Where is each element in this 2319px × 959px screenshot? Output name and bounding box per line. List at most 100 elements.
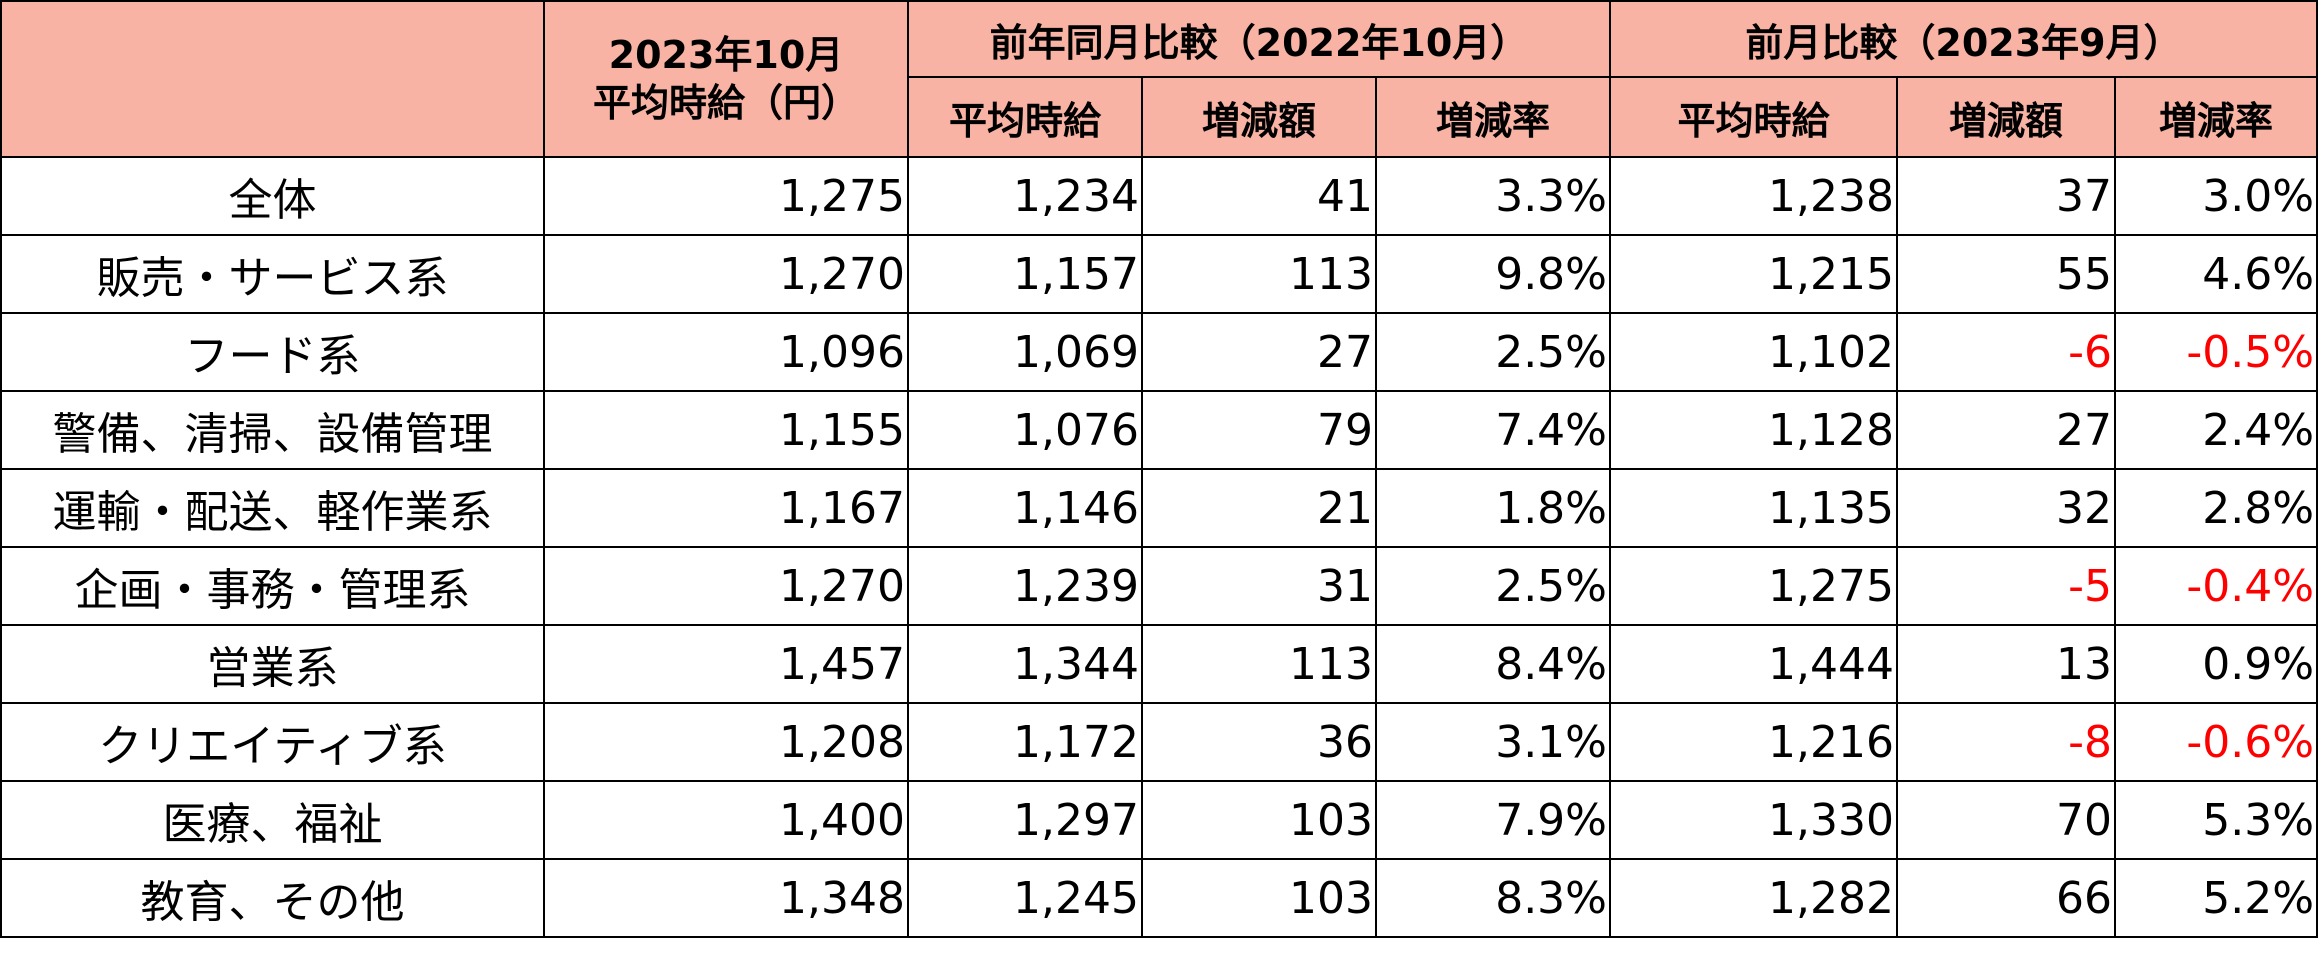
current-avg-cell: 1,096 — [543, 312, 909, 392]
current-month-header: 2023年10月 平均時給（円） — [543, 0, 909, 158]
mom-diff-cell: 27 — [1896, 390, 2116, 470]
yoy-group-header: 前年同月比較（2022年10月） — [907, 0, 1611, 78]
header-row-sub: 平均時給 増減額 増減率 平均時給 増減額 増減率 — [1, 76, 2319, 158]
current-avg-cell: 1,155 — [543, 390, 909, 470]
mom-avg-cell: 1,215 — [1609, 234, 1898, 314]
mom-diff-cell: 13 — [1896, 624, 2116, 704]
yoy-rate-cell: 7.4% — [1375, 390, 1611, 470]
mom-diff-cell: -6 — [1896, 312, 2116, 392]
yoy-rate-cell: 8.4% — [1375, 624, 1611, 704]
mom-avg-cell: 1,238 — [1609, 156, 1898, 236]
mom-group-header: 前月比較（2023年9月） — [1608, 0, 2319, 78]
table-header: 2023年10月 平均時給（円） 前年同月比較（2022年10月） 前月比較（20… — [0, 0, 2319, 158]
current-avg-cell: 1,270 — [543, 546, 909, 626]
mom-avg-cell: 1,330 — [1609, 780, 1898, 860]
yoy-rate-header: 増減率 — [1375, 76, 1611, 158]
yoy-diff-cell: 79 — [1141, 390, 1377, 470]
yoy-avg-cell: 1,245 — [907, 858, 1143, 938]
yoy-rate-cell: 8.3% — [1375, 858, 1611, 938]
mom-rate-header: 増減率 — [2113, 76, 2319, 158]
category-cell: 販売・サービス系 — [0, 234, 545, 314]
current-avg-cell: 1,348 — [543, 858, 909, 938]
yoy-diff-cell: 113 — [1141, 234, 1377, 314]
yoy-avg-header: 平均時給 — [907, 76, 1143, 158]
yoy-diff-cell: 31 — [1141, 546, 1377, 626]
table-row: 教育、その他 1,348 1,245 103 8.3% 1,282 66 5.2… — [0, 858, 2319, 938]
table-row: 医療、福祉 1,400 1,297 103 7.9% 1,330 70 5.3% — [0, 780, 2319, 860]
mom-diff-cell: -5 — [1896, 546, 2116, 626]
yoy-rate-cell: 2.5% — [1375, 546, 1611, 626]
table-row: 営業系 1,457 1,344 113 8.4% 1,444 13 0.9% — [0, 624, 2319, 704]
current-avg-cell: 1,457 — [543, 624, 909, 704]
yoy-avg-cell: 1,157 — [907, 234, 1143, 314]
mom-avg-cell: 1,275 — [1609, 546, 1898, 626]
header-row-top: 2023年10月 平均時給（円） 前年同月比較（2022年10月） 前月比較（20… — [0, 0, 2319, 158]
mom-avg-cell: 1,216 — [1609, 702, 1898, 782]
yoy-diff-cell: 103 — [1141, 858, 1377, 938]
mom-avg-cell: 1,102 — [1609, 312, 1898, 392]
yoy-avg-cell: 1,146 — [907, 468, 1143, 548]
yoy-diff-cell: 103 — [1141, 780, 1377, 860]
mom-avg-cell: 1,282 — [1609, 858, 1898, 938]
mom-rate-cell: 0.9% — [2113, 624, 2319, 704]
current-month-line2: 平均時給（円） — [592, 81, 859, 125]
table-row: 販売・サービス系 1,270 1,157 113 9.8% 1,215 55 4… — [0, 234, 2319, 314]
table-row: 警備、清掃、設備管理 1,155 1,076 79 7.4% 1,128 27 … — [0, 390, 2319, 470]
mom-diff-cell: 37 — [1896, 156, 2116, 236]
yoy-rate-cell: 3.1% — [1375, 702, 1611, 782]
mom-diff-cell: 70 — [1896, 780, 2116, 860]
yoy-diff-cell: 36 — [1141, 702, 1377, 782]
current-avg-cell: 1,270 — [543, 234, 909, 314]
yoy-diff-cell: 113 — [1141, 624, 1377, 704]
corner-cell — [0, 0, 545, 158]
category-cell: 医療、福祉 — [0, 780, 545, 860]
table-row: 運輸・配送、軽作業系 1,167 1,146 21 1.8% 1,135 32 … — [0, 468, 2319, 548]
category-cell: フード系 — [0, 312, 545, 392]
mom-avg-cell: 1,444 — [1609, 624, 1898, 704]
yoy-rate-cell: 7.9% — [1375, 780, 1611, 860]
current-avg-cell: 1,208 — [543, 702, 909, 782]
category-cell: 運輸・配送、軽作業系 — [0, 468, 545, 548]
mom-diff-cell: 66 — [1896, 858, 2116, 938]
mom-rate-cell: 5.2% — [2113, 858, 2319, 938]
mom-rate-cell: 2.8% — [2113, 468, 2319, 548]
yoy-rate-cell: 3.3% — [1375, 156, 1611, 236]
yoy-avg-cell: 1,297 — [907, 780, 1143, 860]
mom-rate-cell: 3.0% — [2113, 156, 2319, 236]
yoy-diff-cell: 41 — [1141, 156, 1377, 236]
mom-avg-header: 平均時給 — [1609, 76, 1898, 158]
category-cell: クリエイティブ系 — [0, 702, 545, 782]
yoy-rate-cell: 1.8% — [1375, 468, 1611, 548]
yoy-avg-cell: 1,344 — [907, 624, 1143, 704]
mom-rate-cell: 2.4% — [2113, 390, 2319, 470]
yoy-diff-cell: 21 — [1141, 468, 1377, 548]
current-avg-cell: 1,275 — [543, 156, 909, 236]
hourly-wage-table: 2023年10月 平均時給（円） 前年同月比較（2022年10月） 前月比較（20… — [0, 0, 2319, 938]
mom-diff-cell: -8 — [1896, 702, 2116, 782]
table-row: 企画・事務・管理系 1,270 1,239 31 2.5% 1,275 -5 -… — [0, 546, 2319, 626]
category-cell: 営業系 — [0, 624, 545, 704]
table-body: 全体 1,275 1,234 41 3.3% 1,238 37 3.0% 販売・… — [0, 156, 2319, 938]
mom-avg-cell: 1,128 — [1609, 390, 1898, 470]
yoy-diff-header: 増減額 — [1141, 76, 1377, 158]
category-cell: 警備、清掃、設備管理 — [0, 390, 545, 470]
mom-diff-header: 増減額 — [1896, 76, 2116, 158]
yoy-avg-cell: 1,076 — [907, 390, 1143, 470]
yoy-diff-cell: 27 — [1141, 312, 1377, 392]
category-cell: 教育、その他 — [0, 858, 545, 938]
current-avg-cell: 1,167 — [543, 468, 909, 548]
yoy-rate-cell: 2.5% — [1375, 312, 1611, 392]
yoy-avg-cell: 1,239 — [907, 546, 1143, 626]
mom-rate-cell: 5.3% — [2113, 780, 2319, 860]
category-cell: 全体 — [0, 156, 545, 236]
mom-avg-cell: 1,135 — [1609, 468, 1898, 548]
mom-rate-cell: -0.5% — [2113, 312, 2319, 392]
category-cell: 企画・事務・管理系 — [0, 546, 545, 626]
yoy-avg-cell: 1,234 — [907, 156, 1143, 236]
yoy-avg-cell: 1,069 — [907, 312, 1143, 392]
yoy-avg-cell: 1,172 — [907, 702, 1143, 782]
table-row: 全体 1,275 1,234 41 3.3% 1,238 37 3.0% — [0, 156, 2319, 236]
mom-rate-cell: 4.6% — [2113, 234, 2319, 314]
mom-diff-cell: 32 — [1896, 468, 2116, 548]
mom-rate-cell: -0.4% — [2113, 546, 2319, 626]
